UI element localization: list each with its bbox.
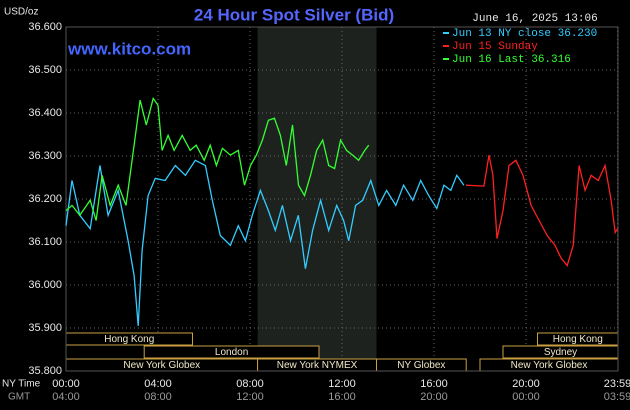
y-tick-label: 36.300 <box>28 150 62 162</box>
y-tick-label: 36.200 <box>28 193 62 205</box>
x-tick-label-gmt: 04:00 <box>52 391 80 403</box>
x-row-label: GMT <box>8 392 30 403</box>
x-tick-label: 16:00 <box>420 378 448 390</box>
x-tick-label: 20:00 <box>512 378 540 390</box>
series-line <box>65 96 370 221</box>
session-box <box>143 345 320 359</box>
session-label: New York Globex <box>511 360 588 371</box>
session-label: London <box>215 347 248 358</box>
session-label: Hong Kong <box>553 334 603 345</box>
session-label: NY Globex <box>397 360 445 371</box>
y-axis-label: USD/oz <box>4 7 38 18</box>
x-tick-label-gmt: 00:00 <box>512 391 540 403</box>
x-tick-label-gmt: 12:00 <box>236 391 264 403</box>
trading-hours-shade <box>257 27 377 371</box>
series-line <box>65 159 465 326</box>
legend-label: Jun 16 Last 36.316 <box>452 54 571 66</box>
chart-title: 24 Hour Spot Silver (Bid) <box>194 5 394 24</box>
x-tick-label-gmt: 20:00 <box>420 391 448 403</box>
y-tick-label: 36.500 <box>28 64 62 76</box>
y-tick-label: 35.800 <box>28 365 62 377</box>
x-tick-label-gmt: 03:59 <box>604 391 630 403</box>
session-label: New York NYMEX <box>277 360 358 371</box>
y-tick-label: 36.000 <box>28 279 62 291</box>
session-label: Sydney <box>544 347 577 358</box>
y-tick-label: 36.100 <box>28 236 62 248</box>
x-tick-label: 04:00 <box>144 378 172 390</box>
x-tick-label: 00:00 <box>52 378 80 390</box>
legend-label: Jun 13 NY close 36.230 <box>452 28 597 40</box>
x-tick-label: 23:59 <box>604 378 630 390</box>
y-tick-label: 36.400 <box>28 107 62 119</box>
x-tick-label-gmt: 16:00 <box>328 391 356 403</box>
y-tick-label: 36.600 <box>28 21 62 33</box>
watermark: www.kitco.com <box>67 39 191 58</box>
plot-frame <box>65 26 619 372</box>
x-row-label: NY Time <box>2 379 41 390</box>
x-tick-label: 08:00 <box>236 378 264 390</box>
session-label: New York Globex <box>123 360 200 371</box>
y-tick-label: 35.900 <box>28 322 62 334</box>
session-label: Hong Kong <box>104 334 154 345</box>
timestamp: June 16, 2025 13:06 <box>472 13 597 25</box>
x-tick-label-gmt: 08:00 <box>144 391 172 403</box>
series-line <box>465 154 619 267</box>
x-tick-label: 12:00 <box>328 378 356 390</box>
legend-label: Jun 15 Sunday <box>452 41 538 53</box>
